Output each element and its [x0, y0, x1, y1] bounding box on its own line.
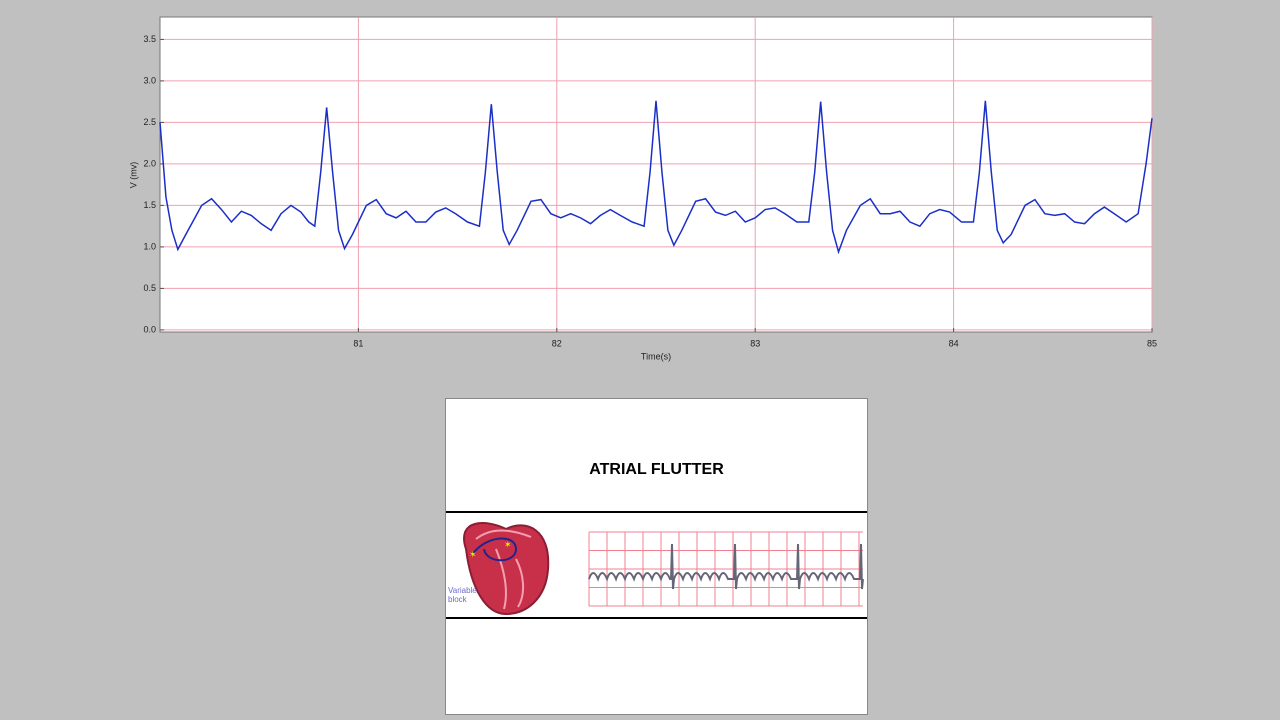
- flutter-circuit: [470, 537, 518, 562]
- ecg-line: [159, 100, 1153, 255]
- x-axis-label: Time(s): [641, 351, 671, 361]
- heart: [463, 522, 550, 616]
- y-tick-label: 0.0: [143, 324, 156, 334]
- y-tick-label: 2.0: [143, 158, 156, 168]
- y-tick-label: 1.0: [143, 241, 156, 251]
- y-tick-label: 3.0: [143, 75, 156, 85]
- y-axis-label: V (mv): [128, 162, 138, 189]
- x-tick-label: 84: [949, 338, 959, 348]
- y-tick-label: 3.5: [143, 34, 156, 44]
- image-label: Variable block: [448, 586, 477, 604]
- mini-ecg-grid: [588, 531, 863, 607]
- plot-area: [159, 16, 1153, 333]
- x-tick-label: 81: [353, 338, 363, 348]
- mini-ecg: [588, 543, 864, 590]
- heart-detail: [475, 529, 532, 610]
- card: ATRIAL FLUTTER ✶ ✶ Variable block: [445, 398, 868, 715]
- x-tick-label: 83: [750, 338, 760, 348]
- x-tick-label: 82: [552, 338, 562, 348]
- spark: ✶: [504, 539, 512, 549]
- card-title: ATRIAL FLUTTER: [589, 461, 724, 478]
- y-tick-label: 2.5: [143, 117, 156, 127]
- chart: Time(s) V (mv) 0.0 0.5 1.0 1.5 2.0 2.5 3.0 3.5 8…: [128, 16, 1157, 361]
- x-tick-label: 85: [1147, 338, 1157, 348]
- spark: ✶: [469, 549, 477, 559]
- card-illustration: ✶ ✶: [446, 511, 867, 619]
- y-tick-label: 1.5: [143, 200, 156, 210]
- y-tick-label: 0.5: [143, 283, 156, 293]
